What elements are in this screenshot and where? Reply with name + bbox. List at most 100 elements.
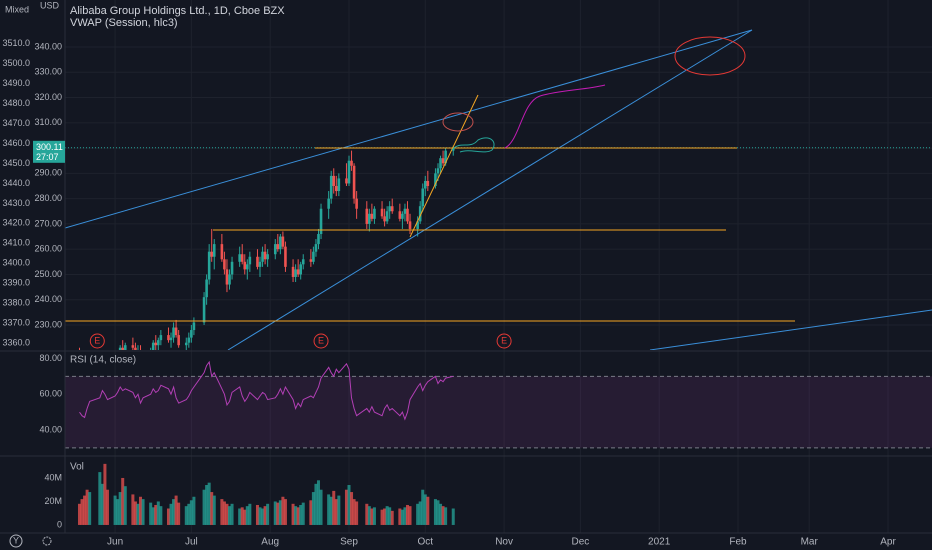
candle-body [243,261,247,270]
candle-body [192,322,196,331]
volume-bar [319,489,323,525]
y-tick-label: 240.00 [34,294,62,304]
candle-body [279,236,282,250]
candle-body [220,244,224,260]
volume-bar [174,495,178,525]
scale-mode: Mixed [5,4,29,14]
volume-bar [390,510,394,525]
y-tick-label: 330.00 [34,67,62,77]
rsi-line [79,360,454,421]
volume-bar [370,508,374,525]
volume-bar [332,490,336,525]
volume-bar [388,507,392,525]
candle-body [223,259,226,270]
x-tick-label: 2021 [648,537,671,548]
volume-bar [276,502,280,525]
volume-bar [327,494,331,525]
volume-bar [220,499,224,525]
candle-body [314,244,318,252]
candle-body [205,279,208,298]
volume-bar [398,508,402,525]
earnings-label: E [501,335,507,345]
volume-bar [385,506,389,525]
candle-body [169,337,173,341]
volume-bar [156,501,160,525]
volume-bar [172,499,176,525]
candle-body [329,175,333,199]
settings-icon[interactable] [42,536,52,546]
y-tick-label: 260.00 [34,244,62,254]
candle-body [266,254,269,260]
candle-body [177,335,180,346]
volume-bar [433,499,437,525]
volume-bar [255,504,259,525]
candle-body [350,160,353,166]
candle-body [337,178,341,192]
candle-body [345,178,348,184]
pane-title: RSI (14, close) [70,355,136,366]
volume-bar [131,494,135,525]
candle-body [256,256,259,267]
candle-body [159,335,163,341]
volume-bar [136,503,140,525]
x-tick-label: Jun [107,537,123,548]
candle-body [426,180,430,186]
freehand-drawing [504,84,606,149]
candle-body [294,269,297,277]
candle-body [441,158,445,164]
x-tick-label: Oct [417,537,433,548]
x-tick-label: Aug [261,537,279,548]
y2-tick-label: 3490.0 [2,78,30,88]
candle-body [365,208,369,224]
volume-bar [245,506,249,525]
last-price-label: 300.11 [36,142,63,152]
candle-body [240,254,244,262]
candle-body [151,342,155,350]
volume-bar [192,496,196,525]
volume-pane: Vol [70,462,455,525]
y-tick-label: 250.00 [34,269,62,279]
button[interactable] [9,534,23,548]
x-tick-label: Jul [185,537,198,548]
candle-body [258,261,262,267]
circle-drawing [442,112,474,132]
volume-bar [383,508,387,525]
volume-bar [352,499,356,525]
candle-body [312,251,315,262]
volume-bar [166,508,170,525]
volume-bar [367,506,371,525]
indicator-title: VWAP (Session, hlc3) [70,17,178,29]
candle-body [327,198,330,209]
y-tick-label: 40M [44,472,62,482]
candle-body [373,208,376,219]
candle-body [439,158,442,169]
volume-bar [88,492,92,525]
candle-body [212,244,216,257]
earnings-marker [313,333,329,349]
y-tick-label: 320.00 [34,92,62,102]
x-tick-label: Mar [801,537,819,548]
candle-body [301,259,305,265]
symbol-title: Alibaba Group Holdings Ltd., 1D, Cboe BZ… [70,5,285,17]
trend-line [227,29,753,350]
volume-bar [80,499,84,525]
volume-bar [238,508,242,525]
y-tick-label: 20M [44,496,62,506]
candle-body [134,347,137,350]
candle-body [238,254,241,262]
volume-bar [281,496,285,525]
x-tick-label: Nov [495,537,513,548]
volume-bar [248,503,252,525]
candle-body [230,261,234,275]
volume-bar [184,506,188,525]
y2-tick-label: 3500.0 [2,58,30,68]
volume-bar [210,492,214,525]
x-tick-label: Feb [729,537,747,548]
volume-bar [365,503,369,525]
volume-bar [355,501,359,525]
volume-bar [141,499,145,525]
y-tick-label: 230.00 [34,319,62,329]
freehand-drawing [451,137,495,153]
candle-body [423,180,427,189]
button-label[interactable]: Y [13,535,19,545]
